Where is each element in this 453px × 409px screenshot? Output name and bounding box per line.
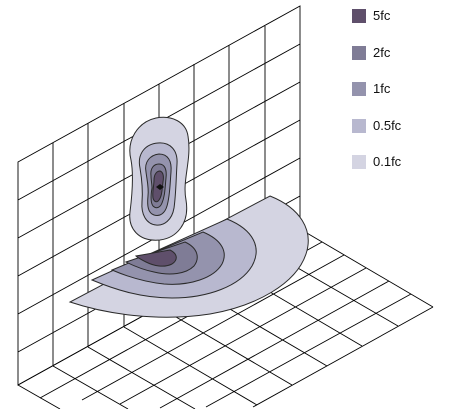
legend-item: 2fc <box>352 45 390 61</box>
wall-contours <box>129 116 190 241</box>
legend-item: 1fc <box>352 81 390 97</box>
floor-contours <box>68 195 309 318</box>
legend-label: 5fc <box>373 8 391 23</box>
floor-contour-5fc <box>134 249 177 267</box>
legend-swatch <box>352 9 366 23</box>
legend-label: 0.1fc <box>373 154 402 169</box>
legend-swatch <box>352 82 366 96</box>
legend-label: 0.5fc <box>373 118 402 133</box>
legend-item: 5fc <box>352 8 390 24</box>
legend-swatch <box>352 119 366 133</box>
legend-swatch <box>352 155 366 169</box>
legend-label: 2fc <box>373 45 391 60</box>
legend-item: 0.5fc <box>352 118 401 134</box>
legend-item: 0.1fc <box>352 154 401 170</box>
light-source-point <box>156 184 164 190</box>
legend-label: 1fc <box>373 81 391 96</box>
legend-swatch <box>352 46 366 60</box>
